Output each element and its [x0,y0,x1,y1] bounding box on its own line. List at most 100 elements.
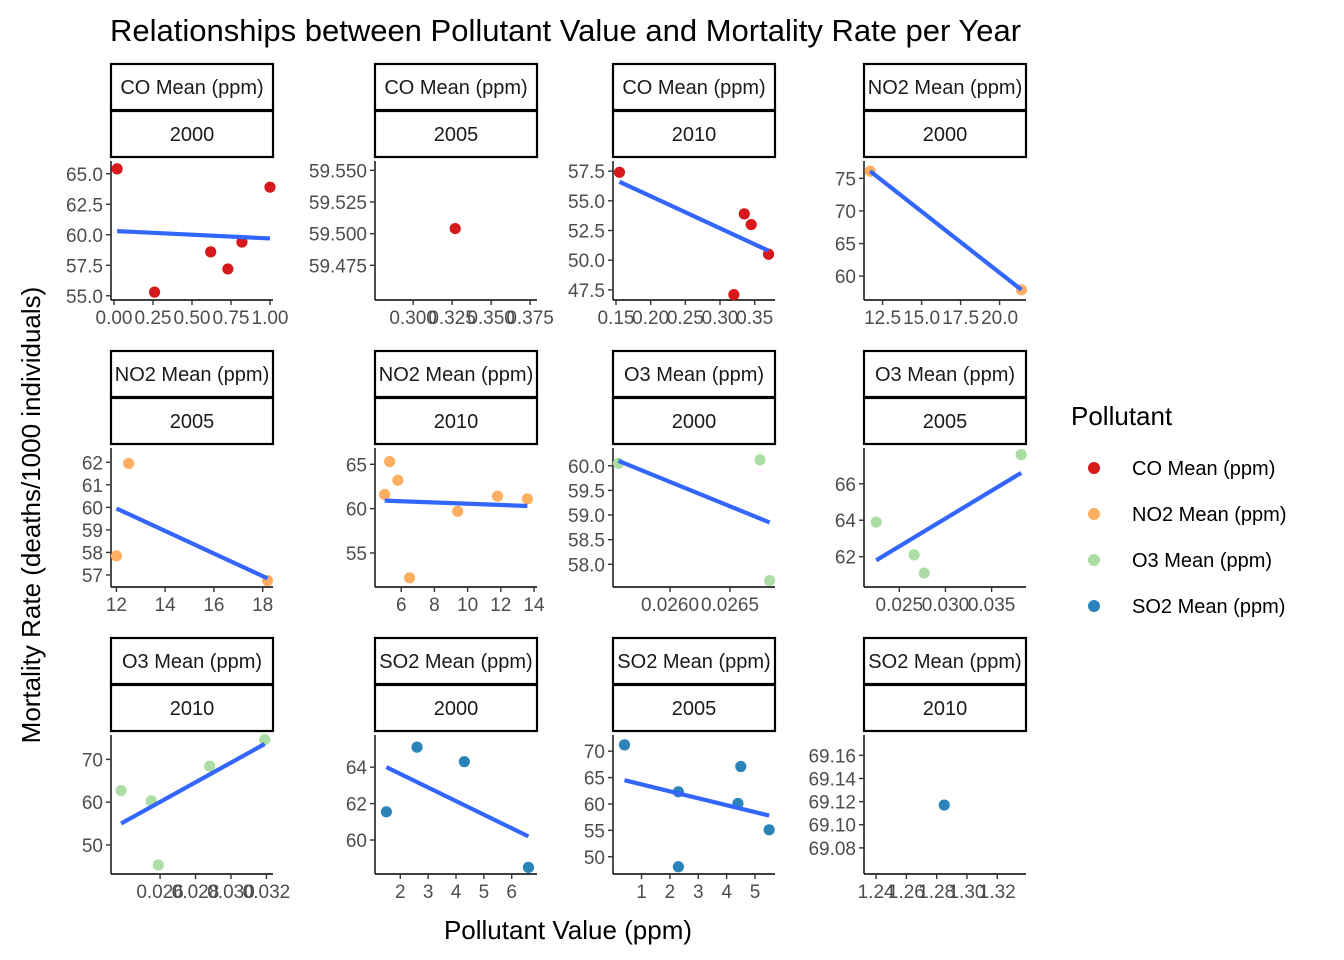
strip-box [862,62,1028,112]
y-tick-label: 70 [82,750,103,771]
strip-label-pollutant: SO2 Mean (ppm) [868,651,1021,673]
x-tick-label: 20.0 [981,308,1018,329]
x-tick-label: 1.00 [252,308,289,329]
strip-box [862,349,1028,399]
x-tick-label: 0.030 [922,595,970,616]
x-tick-label: 1.24 [858,882,895,903]
strip-label-year: 2000 [672,411,717,433]
data-point [449,223,461,235]
x-tick-label: 1.28 [918,882,955,903]
y-tick-label: 60.0 [66,226,103,247]
data-point [522,861,535,873]
facet-strip-pollutant: O3 Mean (ppm) [109,636,275,686]
legend-label: SO2 Mean (ppm) [1132,596,1285,618]
y-tick-label: 55 [584,821,605,842]
fit-line [624,778,770,818]
y-tick-label: 60 [82,793,103,814]
x-tick-label: 0.028 [172,882,220,903]
y-tick-label: 60 [346,500,367,521]
fit-line [384,498,528,509]
strip-label-year: 2010 [923,698,968,720]
x-tick-label: 17.5 [942,308,979,329]
legend-key [1088,600,1100,612]
facet-strip-year: 2000 [862,109,1028,159]
y-tick-label: 59.500 [309,225,367,246]
x-axis-title: Pollutant Value (ppm) [444,915,692,945]
strip-box [611,109,777,159]
data-point [763,824,775,836]
legend-item: O3 Mean (ppm) [1088,550,1272,572]
strip-label-pollutant: CO Mean (ppm) [622,77,765,99]
facet-strip-year: 2005 [373,109,539,159]
x-tick-label: 12 [490,595,511,616]
strip-box [109,62,275,112]
strip-label-year: 2005 [434,124,479,146]
strip-label-pollutant: O3 Mean (ppm) [875,364,1015,386]
x-tick-label: 0.50 [174,308,211,329]
legend-label: CO Mean (ppm) [1132,458,1275,480]
x-tick-label: 0.325 [428,308,476,329]
facet-strip-year: 2010 [611,109,777,159]
data-point [123,457,135,469]
y-tick-label: 58.5 [568,531,605,552]
x-tick-label: 0.25 [135,308,172,329]
x-tick-label: 2 [665,882,676,903]
y-tick-label: 60 [835,267,856,288]
facet-strip-year: 2000 [109,109,275,159]
legend-key [1088,554,1100,566]
strip-box [862,396,1028,446]
facet-strip-pollutant: NO2 Mean (ppm) [373,349,539,399]
fit-line [618,179,770,253]
y-tick-label: 69.10 [808,816,856,837]
facet-co-2005: CO Mean (ppm) 2005 59.475 59.500 59.525 59.55… [309,62,554,329]
y-tick-label: 57.5 [66,256,103,277]
y-tick-label: 58 [82,543,103,564]
y-tick-label: 62 [835,548,856,569]
data-point [115,785,127,797]
data-point [728,289,740,301]
data-point [918,567,930,579]
y-tick-label: 55 [346,544,367,565]
facet-strip-year: 2005 [611,683,777,733]
y-tick-label: 61 [82,476,103,497]
data-point [938,799,950,811]
y-tick-label: 60 [82,498,103,519]
strip-label-pollutant: SO2 Mean (ppm) [379,651,532,673]
data-point [738,208,750,220]
facet-strip-pollutant: O3 Mean (ppm) [611,349,777,399]
x-tick-label: 18 [252,595,273,616]
y-tick-label: 59 [82,521,103,542]
x-tick-label: 0.350 [467,308,515,329]
y-tick-label: 69.16 [808,746,856,767]
strip-label-pollutant: NO2 Mean (ppm) [379,364,534,386]
y-tick-label: 62.5 [66,195,103,216]
x-tick-label: 0.300 [389,308,437,329]
x-tick-label: 0.026 [136,882,184,903]
x-tick-label: 4 [451,882,462,903]
strip-label-year: 2005 [170,411,215,433]
facet-strip-pollutant: SO2 Mean (ppm) [862,636,1028,686]
data-point [148,286,161,298]
data-point [618,739,631,751]
x-tick-label: 14 [155,595,177,616]
facet-strip-year: 2010 [373,396,539,446]
y-tick-label: 60.0 [568,457,605,478]
fit-line [117,229,271,241]
facet-strip-pollutant: CO Mean (ppm) [611,62,777,112]
data-point [870,516,882,528]
y-tick-label: 70 [835,202,856,223]
strip-label-year: 2010 [672,124,717,146]
x-tick-label: 0.35 [736,308,773,329]
x-tick-label: 0.15 [598,308,635,329]
y-tick-label: 50 [82,836,103,857]
x-tick-label: 0.00 [96,308,133,329]
strip-label-year: 2000 [170,124,215,146]
facet-strip-pollutant: CO Mean (ppm) [373,62,539,112]
data-point [111,163,123,175]
legend-items: CO Mean (ppm) NO2 Mean (ppm) O3 Mean (ppm)… [1088,458,1287,618]
facet-strip-pollutant: NO2 Mean (ppm) [109,349,275,399]
strip-box [611,636,777,686]
y-tick-label: 70 [584,742,605,763]
strip-label-year: 2005 [923,411,968,433]
